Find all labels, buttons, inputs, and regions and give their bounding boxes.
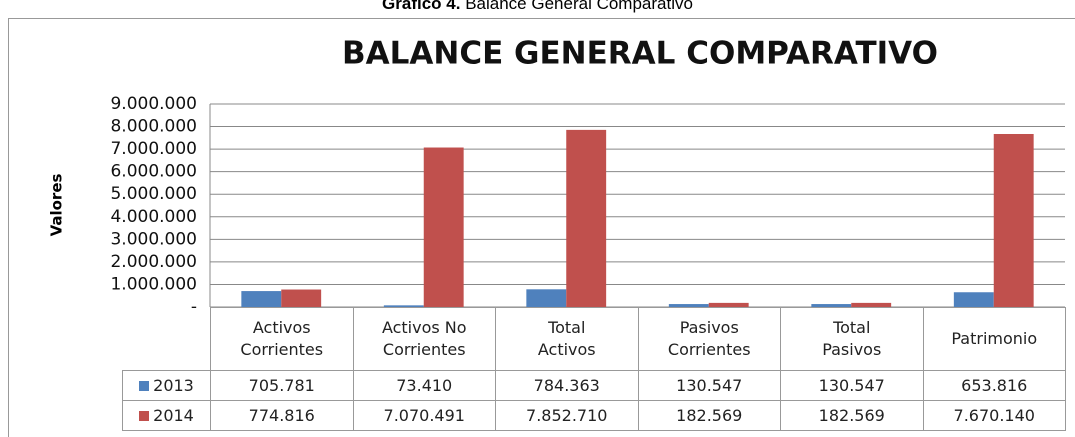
data-label: 130.547 [637, 370, 781, 401]
y-tick-label: 9.000.000 [110, 94, 197, 114]
data-label: 774.816 [210, 400, 354, 431]
caption-text: Balance General Comparativo [465, 0, 693, 13]
y-tick-label: 1.000.000 [110, 274, 197, 294]
data-label: 7.852.710 [495, 400, 639, 431]
y-tick-label: 3.000.000 [110, 229, 197, 249]
bar [993, 133, 1034, 307]
y-tick-label: 2.000.000 [110, 252, 197, 272]
y-tick-label: 8.000.000 [110, 117, 197, 137]
bar [281, 289, 322, 307]
caption-label: Gráfico 4. [382, 0, 461, 13]
data-label: 182.569 [780, 400, 924, 431]
legend-label: 2014 [153, 405, 194, 425]
bar [383, 305, 424, 307]
y-tick-label: 6.000.000 [110, 162, 197, 182]
legend-swatch [139, 380, 150, 391]
chart-title: BALANCE GENERAL COMPARATIVO [342, 36, 938, 72]
bar [526, 289, 567, 307]
table-corner [123, 308, 211, 371]
legend-entry: 2013 [122, 370, 211, 401]
x-tick-label: Total Activos [495, 307, 639, 371]
bar [811, 304, 852, 307]
data-label: 182.569 [637, 400, 781, 431]
data-label: 7.070.491 [352, 400, 496, 431]
chart-frame [8, 18, 1075, 437]
legend-label: 2013 [153, 375, 194, 395]
x-tick-label: Total Pasivos [780, 307, 924, 371]
legend-swatch [139, 410, 150, 421]
data-label: 73.410 [352, 370, 496, 401]
data-label: 784.363 [495, 370, 639, 401]
y-tick-label: 4.000.000 [110, 207, 197, 227]
bar [566, 129, 607, 307]
data-label: 705.781 [210, 370, 354, 401]
bar [241, 291, 282, 307]
data-label: 130.547 [780, 370, 924, 401]
legend-entry: 2014 [122, 400, 211, 431]
bar [668, 304, 709, 307]
x-tick-label: Pasivos Corrientes [637, 307, 781, 371]
data-label: 653.816 [922, 370, 1066, 401]
data-table: Activos Corrientes Activos No Corrientes T… [122, 307, 1066, 431]
data-label: 7.670.140 [922, 400, 1066, 431]
bar [423, 147, 464, 307]
x-tick-label: Activos No Corrientes [352, 307, 496, 371]
caption: Gráfico 4. Balance General Comparativo [0, 0, 1075, 14]
x-tick-label: Activos Corrientes [210, 307, 354, 371]
bar [708, 302, 749, 307]
y-tick-label: 5.000.000 [110, 184, 197, 204]
y-tick-label: 7.000.000 [110, 139, 197, 159]
y-tick-label: - [191, 297, 197, 317]
bar [953, 292, 994, 307]
y-axis-label: Valores [48, 174, 66, 237]
bar [851, 302, 892, 307]
x-tick-label: Patrimonio [922, 307, 1066, 371]
